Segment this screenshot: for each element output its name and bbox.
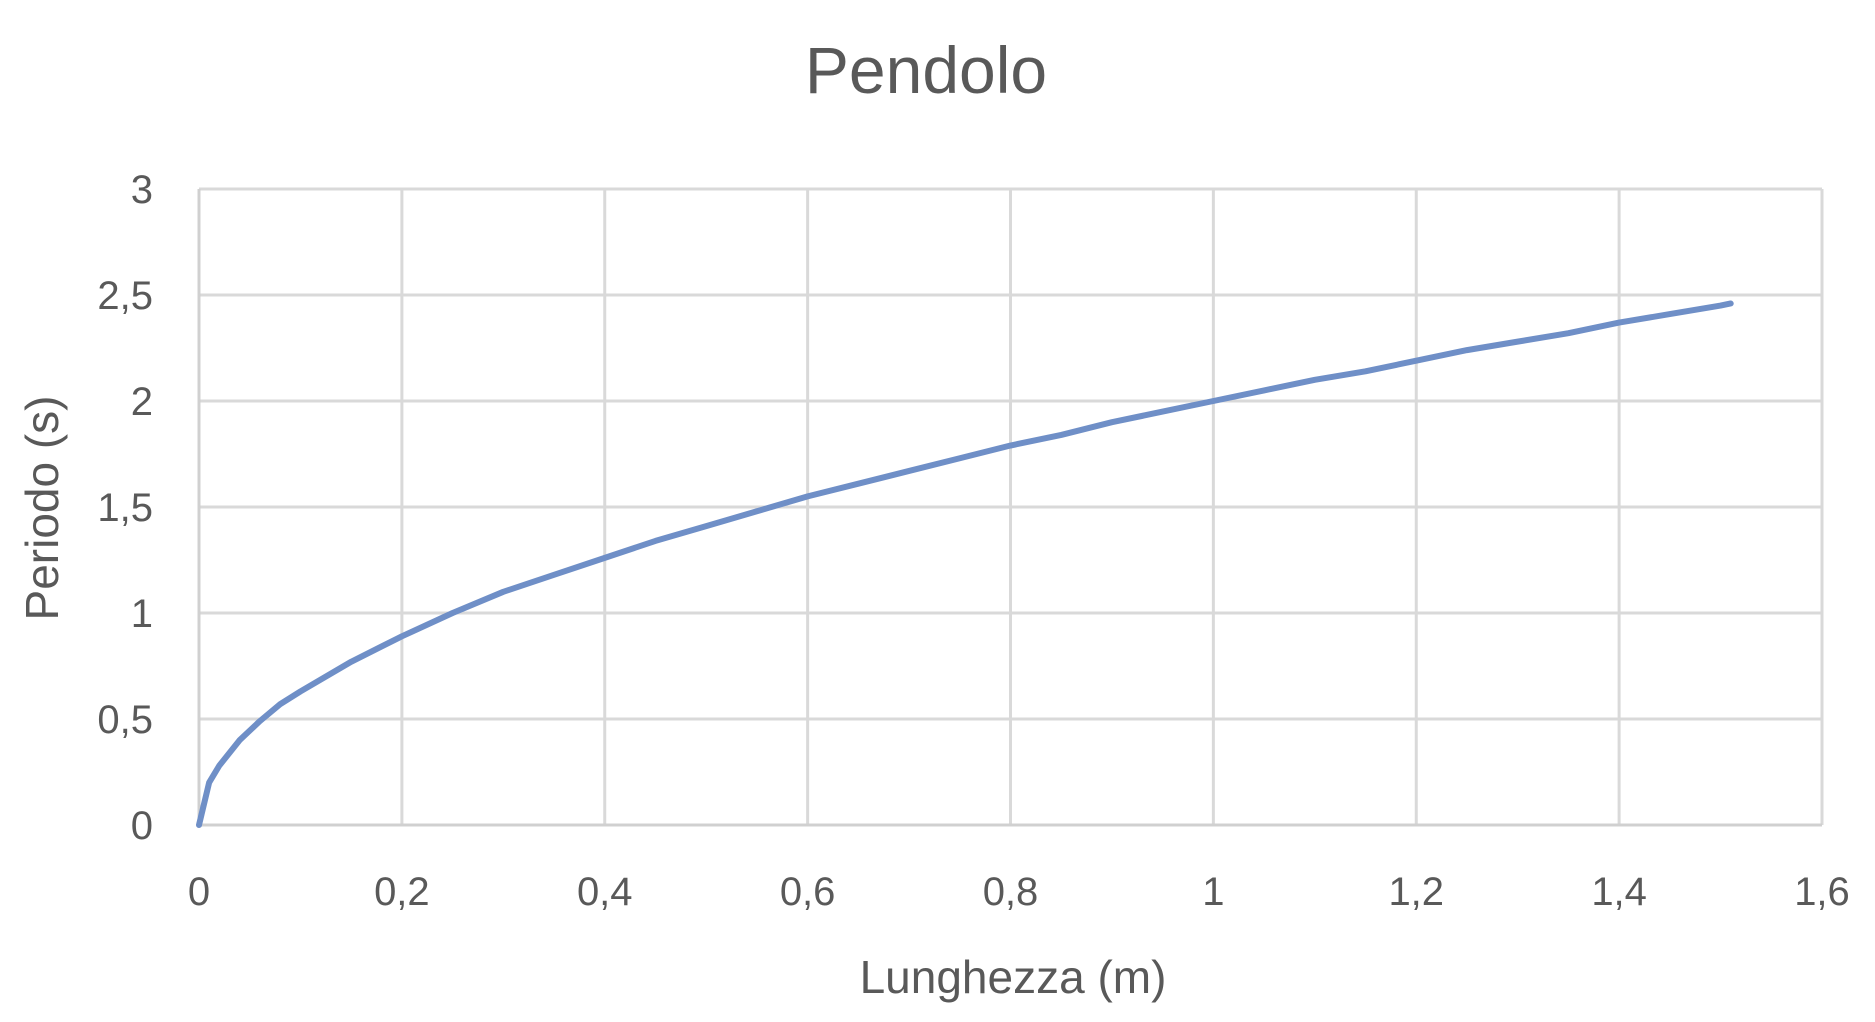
y-tick-label: 2,5	[97, 274, 153, 318]
series-layer	[196, 300, 1734, 828]
y-tick-label: 1,5	[97, 486, 153, 530]
x-tick-label: 1	[1202, 870, 1224, 914]
y-axis-title: Periodo (s)	[16, 396, 68, 621]
x-tick-label: 0,8	[983, 870, 1039, 914]
y-tick-label: 1	[131, 592, 153, 636]
y-tick-label: 3	[131, 168, 153, 212]
gridlines	[197, 187, 1824, 827]
x-tick-label: 0,6	[780, 870, 836, 914]
y-tick-label: 0,5	[97, 698, 153, 742]
chart-title: Pendolo	[805, 33, 1047, 107]
x-tick-label: 0,2	[374, 870, 430, 914]
x-tick-label: 1,4	[1591, 870, 1647, 914]
tick-labels: 0 0,5 1 1,5 2 2,5 3 0 0,2 0,4 0,6 0,8 1 1,2 1,4 1,6	[97, 168, 1849, 914]
series-line-0	[196, 300, 1734, 828]
x-axis-title: Lunghezza (m)	[860, 951, 1167, 1003]
x-tick-label: 1,2	[1388, 870, 1444, 914]
axes	[197, 189, 1822, 827]
y-tick-label: 0	[131, 804, 153, 848]
x-tick-label: 0	[188, 870, 210, 914]
y-tick-label: 2	[131, 380, 153, 424]
x-tick-label: 1,6	[1794, 870, 1850, 914]
x-tick-label: 0,4	[577, 870, 633, 914]
